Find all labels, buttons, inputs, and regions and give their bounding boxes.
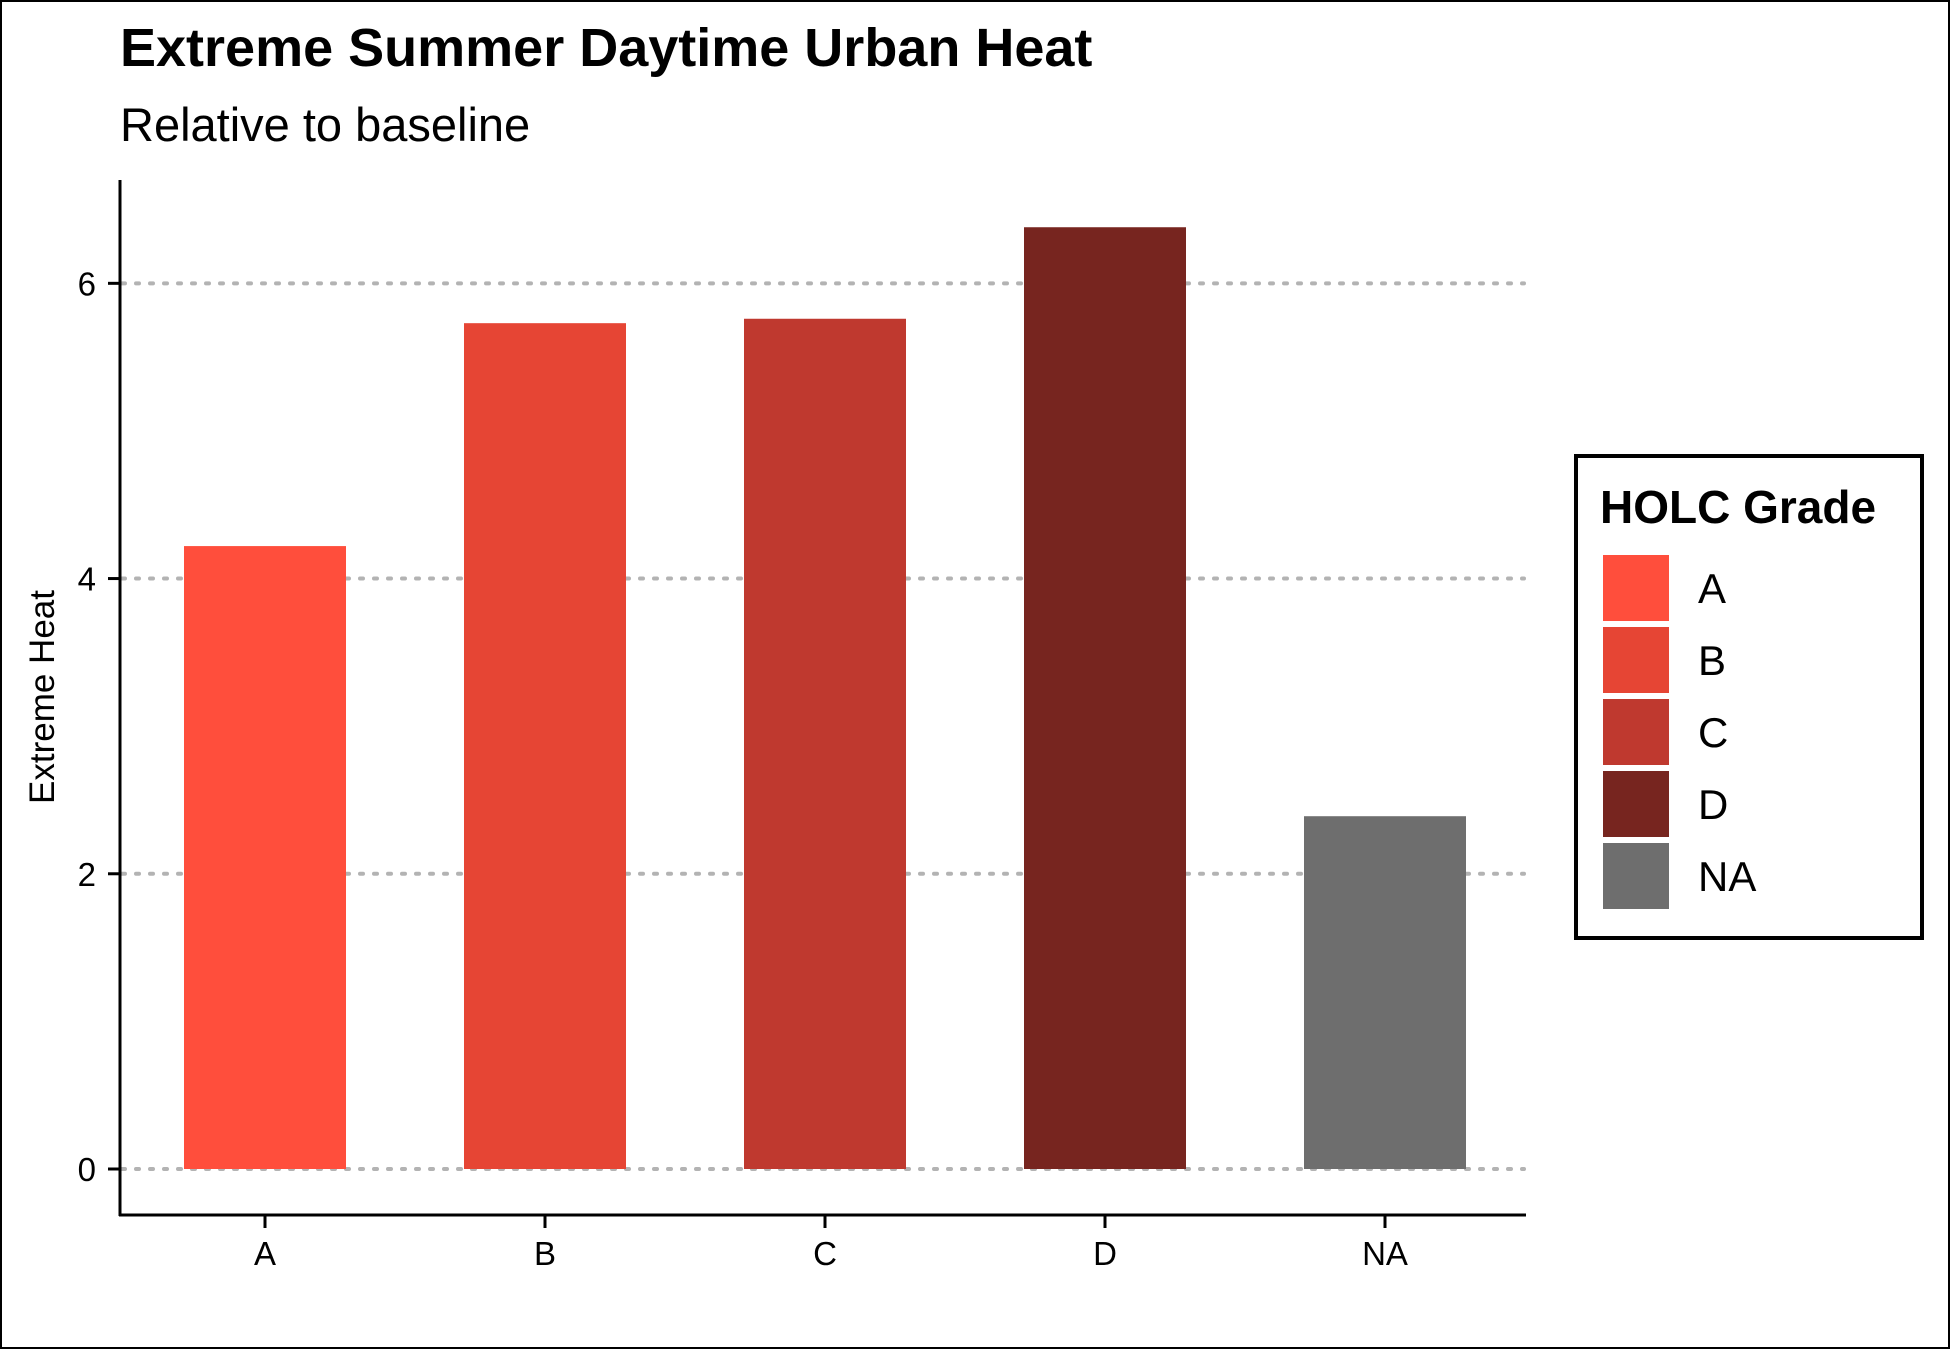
bars (184, 227, 1466, 1169)
legend-label: C (1698, 709, 1728, 756)
legend-label: NA (1698, 853, 1756, 900)
x-ticks: A B C D NA (254, 1216, 1408, 1272)
bar-c (744, 318, 906, 1169)
bar-a (184, 546, 346, 1169)
x-tick-label: D (1093, 1235, 1117, 1272)
x-tick-label: C (813, 1235, 837, 1272)
legend-label: B (1698, 637, 1726, 684)
legend-key (1603, 771, 1669, 837)
y-ticks: 0 2 4 6 (78, 265, 120, 1188)
y-axis-title: Extreme Heat (23, 590, 62, 804)
bar-b (464, 323, 626, 1169)
y-tick-label: 0 (78, 1151, 96, 1188)
y-tick-label: 2 (78, 856, 96, 893)
chart-title: Extreme Summer Daytime Urban Heat (120, 18, 1092, 78)
legend-key (1603, 627, 1669, 693)
chart-subtitle: Relative to baseline (120, 98, 530, 151)
x-tick-label: NA (1362, 1235, 1408, 1272)
bar-d (1024, 227, 1186, 1169)
legend-key (1603, 699, 1669, 765)
legend-title: HOLC Grade (1600, 481, 1876, 533)
legend-label: D (1698, 781, 1728, 828)
y-tick-label: 6 (78, 265, 96, 302)
x-tick-label: B (534, 1235, 556, 1272)
legend-key (1603, 555, 1669, 621)
bar-na (1304, 816, 1466, 1169)
y-tick-label: 4 (78, 561, 96, 598)
legend-label: A (1698, 565, 1726, 612)
x-tick-label: A (254, 1235, 276, 1272)
legend-key (1603, 843, 1669, 909)
